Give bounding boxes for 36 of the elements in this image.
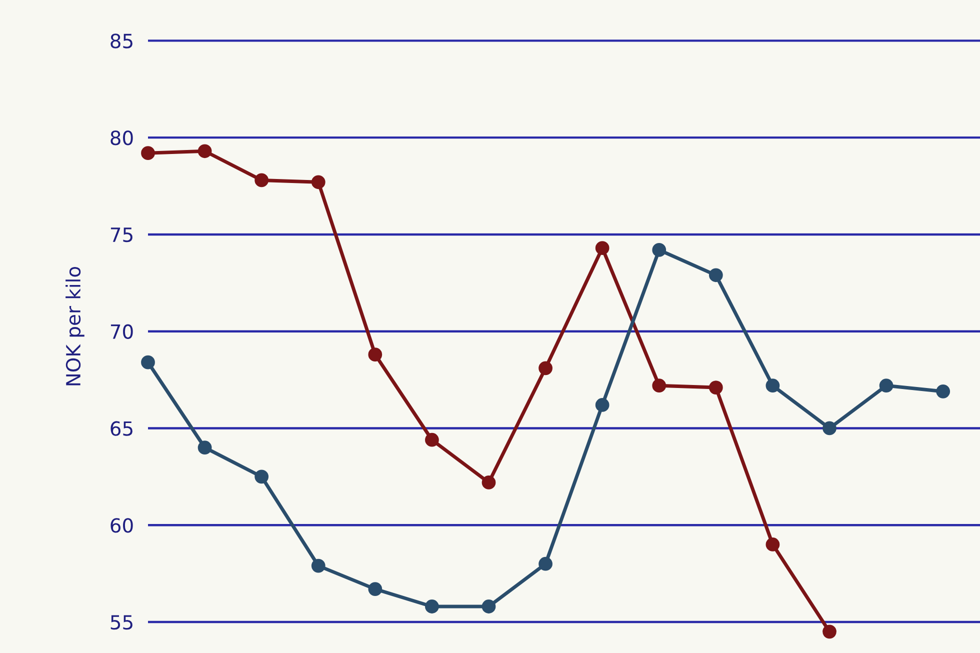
y-tick-label: 65 bbox=[110, 421, 132, 436]
point bbox=[652, 243, 666, 257]
y-tick-label: 75 bbox=[110, 228, 132, 242]
y-tick-label: 55 bbox=[110, 615, 132, 630]
point bbox=[368, 582, 382, 596]
point bbox=[538, 556, 552, 571]
point bbox=[822, 624, 836, 639]
point bbox=[538, 361, 552, 376]
y-tick-label: 80 bbox=[110, 130, 133, 146]
point bbox=[311, 558, 326, 573]
y-tick-label: 70 bbox=[110, 324, 133, 340]
point bbox=[368, 348, 382, 362]
point bbox=[425, 432, 439, 447]
point bbox=[652, 378, 666, 393]
point bbox=[425, 600, 439, 614]
point bbox=[198, 440, 212, 455]
point bbox=[595, 398, 610, 412]
point bbox=[822, 421, 836, 436]
y-tick-label: 60 bbox=[110, 518, 133, 533]
point bbox=[766, 378, 780, 393]
point bbox=[936, 384, 950, 398]
y-tick-label: 85 bbox=[110, 34, 132, 48]
point bbox=[595, 241, 610, 255]
point bbox=[311, 175, 326, 190]
point bbox=[879, 378, 894, 393]
point bbox=[254, 173, 269, 188]
point bbox=[766, 538, 780, 552]
point bbox=[708, 268, 723, 282]
point bbox=[141, 146, 155, 160]
point bbox=[254, 470, 269, 484]
point bbox=[482, 476, 496, 490]
point bbox=[141, 355, 155, 370]
point bbox=[482, 600, 496, 614]
point bbox=[198, 144, 212, 158]
point bbox=[708, 380, 723, 394]
y-axis-title: NOK per kilo bbox=[66, 266, 84, 386]
